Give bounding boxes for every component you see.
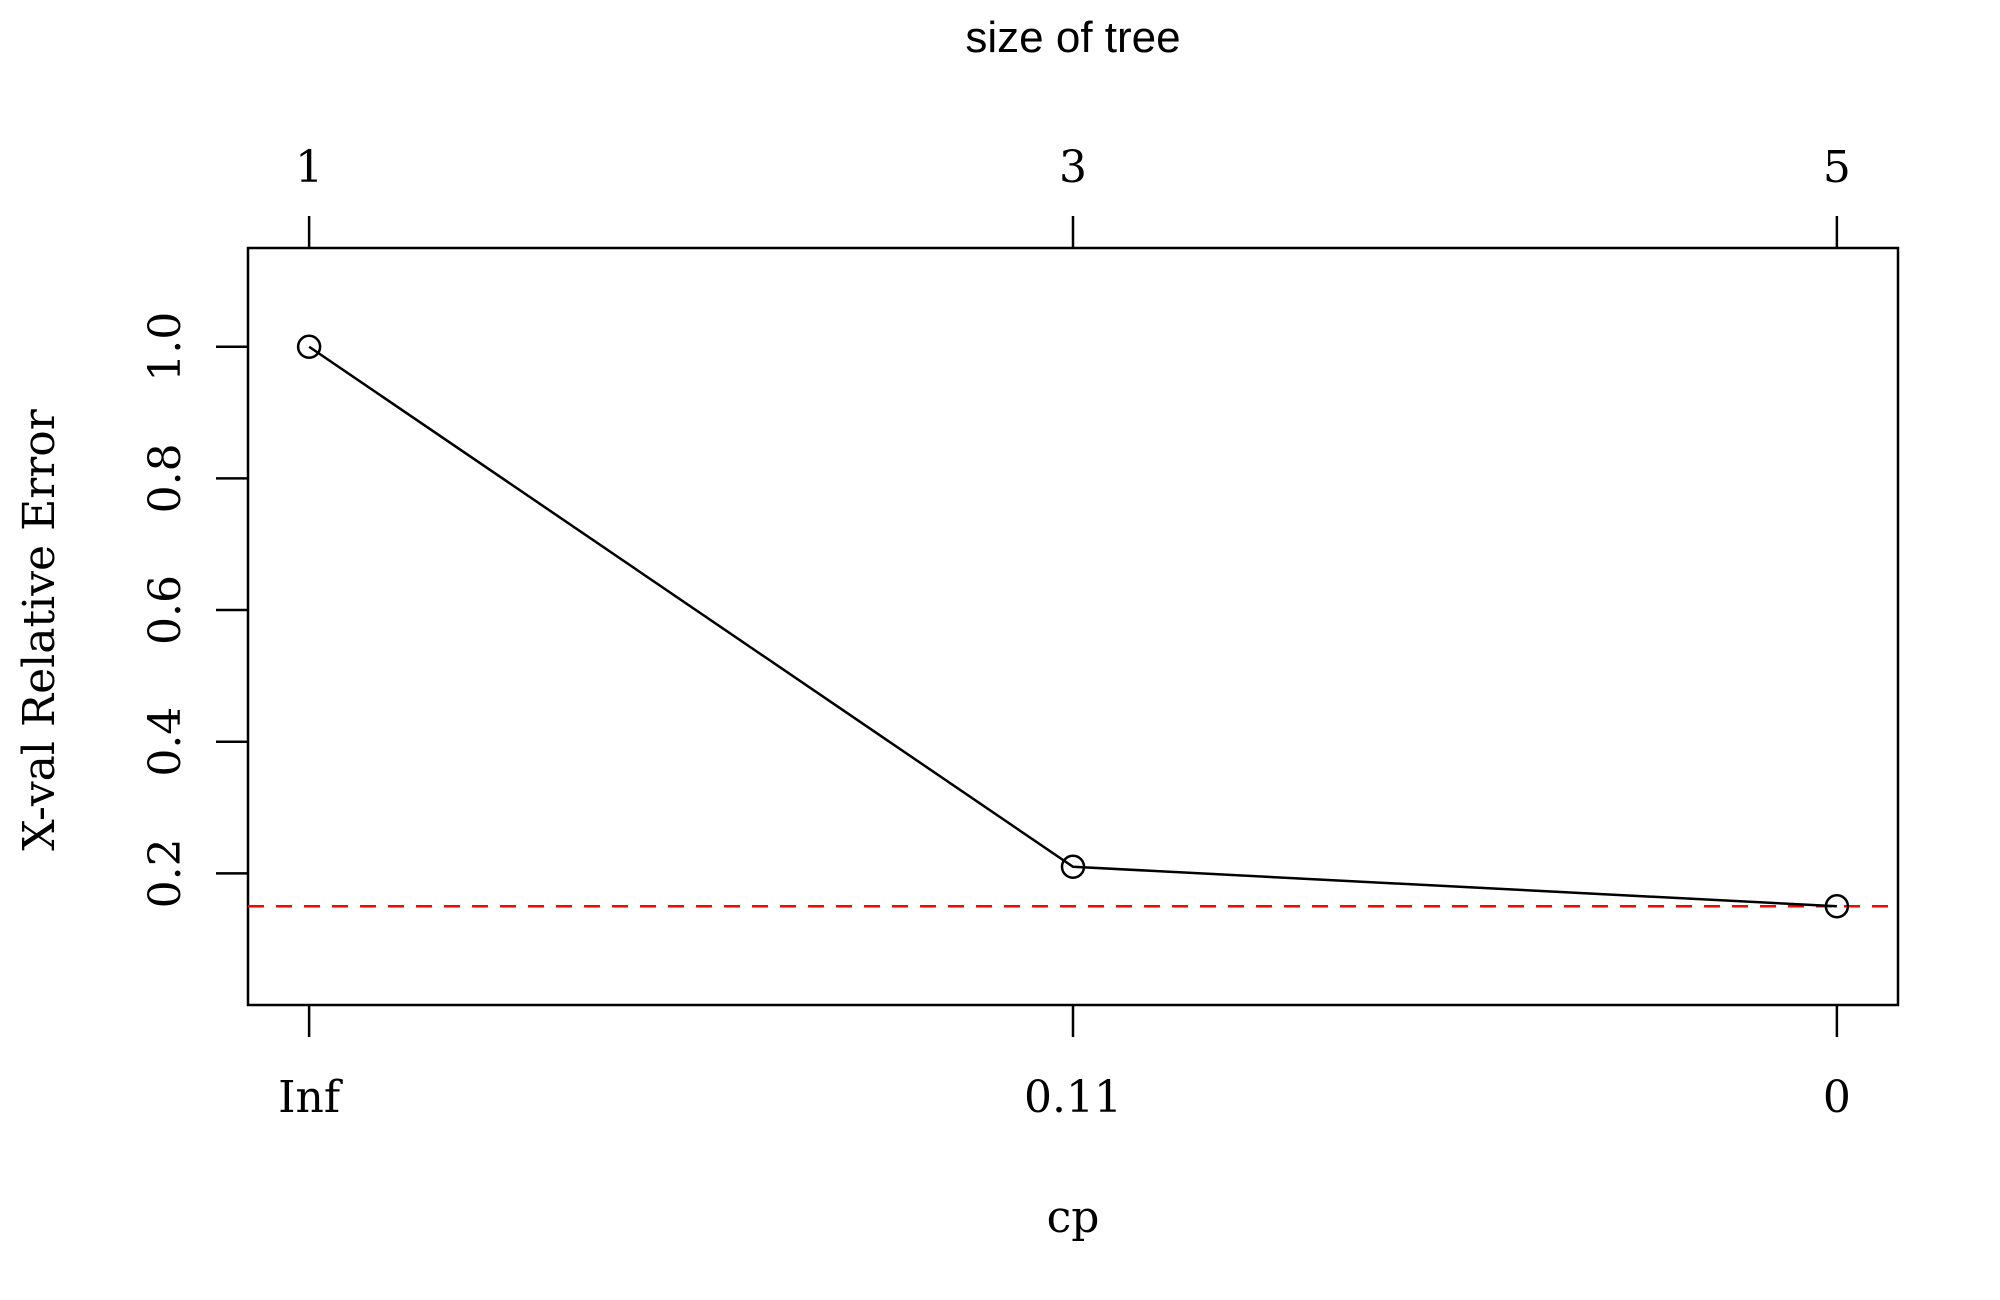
x-tick-bottom-label: 0.11 [1024,1072,1122,1123]
y-axis-label: X-val Relative Error [14,408,65,851]
y-tick-label: 1.0 [140,312,191,382]
data-point [296,334,322,359]
x-ticks-bottom: Inf 0.11 0 [278,1005,1851,1123]
data-point [1824,894,1850,919]
y-tick-label: 0.6 [140,575,191,645]
series-points [296,334,1850,919]
y-tick-label: 0.2 [140,838,191,908]
chart-title: size of tree [965,13,1180,62]
x-axis-label: cp [1047,1192,1100,1243]
y-tick-label: 0.4 [140,707,191,777]
x-tick-bottom-label: Inf [278,1072,343,1123]
data-point [1060,854,1086,880]
x-tick-top-label: 5 [1823,142,1851,193]
x-tick-top-label: 3 [1059,142,1087,193]
x-ticks-top: 1 3 5 [295,142,1851,248]
y-ticks: 0.2 0.4 0.6 0.8 1.0 [140,312,248,908]
x-tick-bottom-label: 0 [1823,1072,1851,1123]
series-line [308,345,1837,908]
x-tick-top-label: 1 [295,142,323,193]
y-tick-label: 0.8 [140,443,191,513]
